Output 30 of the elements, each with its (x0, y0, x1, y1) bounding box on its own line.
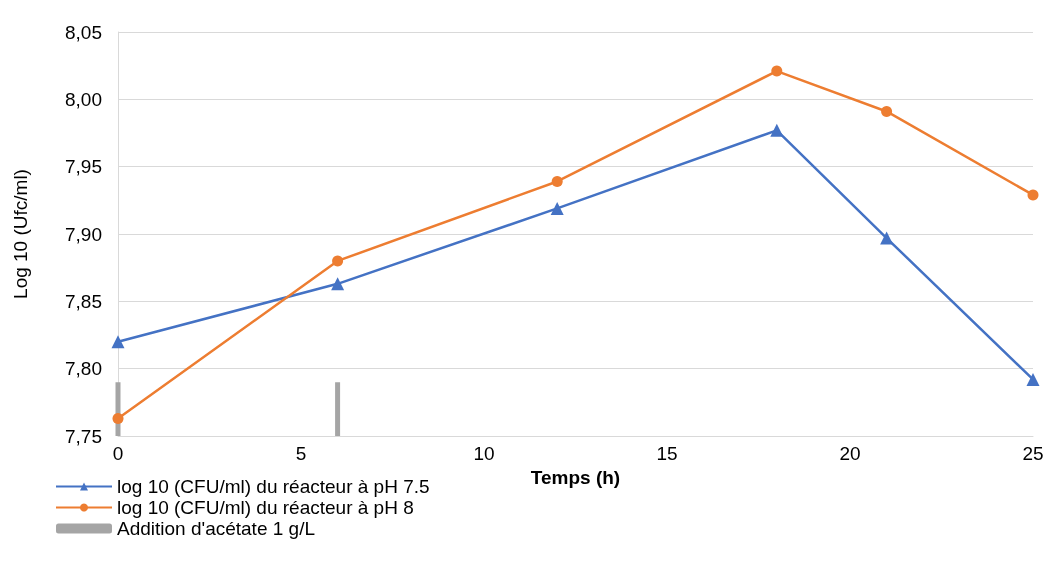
x-tick-label: 0 (112, 443, 124, 464)
point (550, 201, 564, 215)
x-tick-label: 20 (839, 443, 861, 464)
y-tick-label: 7,75 (65, 425, 102, 447)
point (770, 123, 784, 137)
legend-label: log 10 (CFU/ml) du réacteur à pH 8 (117, 497, 414, 518)
x-tick-label: 25 (1022, 443, 1044, 464)
y-axis-title: Log 10 (Ufc/ml) (10, 169, 31, 299)
point (880, 231, 894, 245)
y-tick-label: 7,95 (65, 156, 102, 178)
x-tick-label: 10 (473, 443, 495, 464)
legend-label: Addition d'acétate 1 g/L (117, 518, 315, 539)
point (112, 413, 124, 424)
y-tick-label: 7,85 (65, 290, 102, 312)
point (771, 65, 783, 77)
y-tick-label: 7,90 (65, 223, 102, 245)
point (1027, 189, 1039, 201)
x-tick-label: 15 (656, 443, 678, 464)
point (332, 255, 344, 267)
point (881, 105, 893, 117)
point (1026, 372, 1040, 386)
point (551, 175, 563, 187)
legend-label: log 10 (CFU/ml) du réacteur à pH 7.5 (117, 476, 430, 497)
y-tick-label: 8,00 (65, 88, 102, 110)
y-tick-label: 7,80 (65, 358, 102, 380)
x-tick-label: 5 (295, 443, 307, 464)
point (111, 335, 125, 349)
x-axis-title: Temps (h) (530, 466, 621, 488)
y-tick-label: 8,05 (65, 21, 102, 43)
point (331, 277, 345, 291)
